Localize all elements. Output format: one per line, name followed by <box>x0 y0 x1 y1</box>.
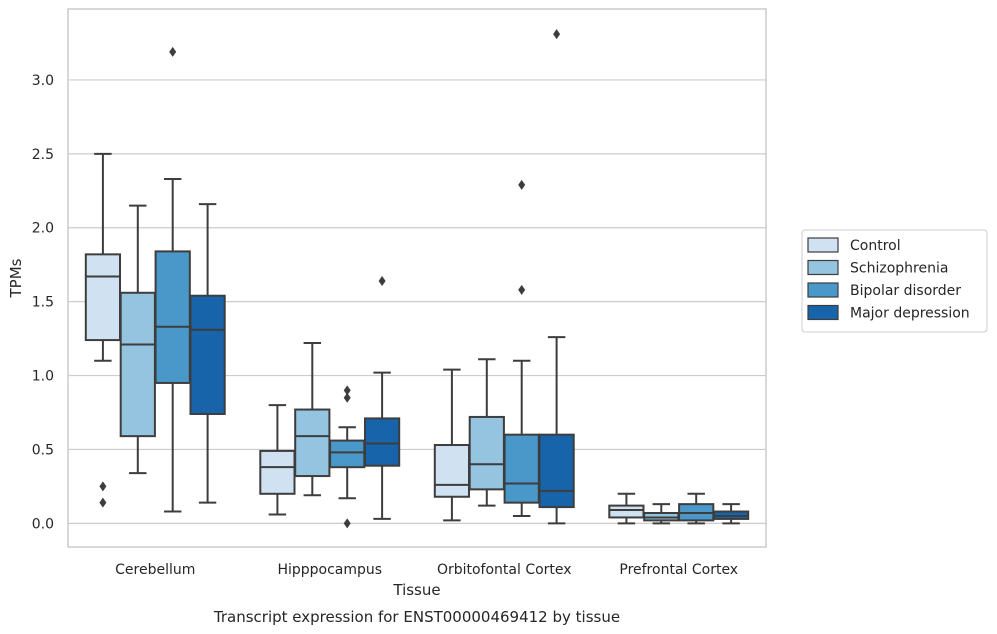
y-axis-label: TPMs <box>7 258 25 298</box>
legend-swatch <box>807 304 839 321</box>
x-tick-label: Hipppocampus <box>277 562 382 578</box>
x-tick-label: Cerebellum <box>115 562 195 578</box>
outlier-point <box>99 481 107 492</box>
x-axis-ticks: Cerebellum Hipppocampus Orbitofontal Corte… <box>115 562 738 578</box>
chart-title: Transcript expression for ENST0000046941… <box>213 608 620 626</box>
legend-label: Major depression <box>850 306 970 322</box>
outlier-point <box>378 275 386 286</box>
y-tick-label: 0.5 <box>32 442 54 458</box>
box-control <box>259 404 296 516</box>
box-bipolar-disorder <box>678 492 715 525</box>
y-tick-label: 3.0 <box>32 73 54 89</box>
outlier-point <box>518 284 526 295</box>
legend-label: Control <box>850 238 901 254</box>
legend-frame <box>801 229 988 333</box>
legend-label: Bipolar disorder <box>850 283 961 299</box>
outlier-point <box>343 385 351 396</box>
box-major-depression <box>363 275 401 520</box>
legend-label: Schizophrenia <box>850 261 948 277</box>
boxes <box>84 29 750 529</box>
box-iqr <box>329 439 366 469</box>
y-tick-label: 2.5 <box>32 147 54 163</box>
box-iqr <box>433 444 471 498</box>
box-iqr <box>294 408 331 478</box>
outlier-point <box>553 29 561 40</box>
box-schizophrenia <box>119 204 156 475</box>
outlier-point <box>99 497 107 508</box>
legend-swatch <box>807 237 839 253</box>
legend-swatch <box>807 282 839 298</box>
y-axis-ticks: 0.0 0.5 1.0 1.5 2.0 2.5 3.0 <box>32 73 54 532</box>
box-major-depression <box>189 203 226 504</box>
box-major-depression <box>712 503 750 525</box>
y-tick-label: 1.0 <box>32 369 54 385</box>
box-control <box>608 492 645 525</box>
box-iqr <box>259 449 296 495</box>
legend-swatch <box>807 259 839 276</box>
y-tick-label: 2.0 <box>32 221 54 237</box>
box-control <box>84 152 122 508</box>
box-iqr <box>84 253 122 342</box>
y-tick-label: 1.5 <box>32 295 54 311</box>
box-iqr <box>119 291 156 438</box>
box-iqr <box>503 433 540 504</box>
legend: Control Schizophrenia Bipolar disorder Majo… <box>801 229 988 333</box>
x-tick-label: Prefrontal Cortex <box>619 562 738 578</box>
x-tick-label: Orbitofontal Cortex <box>437 562 572 578</box>
box-iqr <box>363 417 401 467</box>
box-iqr <box>608 504 645 519</box>
box-iqr <box>189 294 226 415</box>
box-bipolar-disorder <box>503 179 540 517</box>
box-schizophrenia <box>643 503 680 525</box>
outlier-point <box>343 518 351 529</box>
y-tick-label: 0.0 <box>32 516 54 532</box>
plot-area-frame <box>67 8 767 548</box>
box-bipolar-disorder <box>154 46 191 513</box>
box-schizophrenia <box>294 342 331 497</box>
box-iqr <box>468 415 505 491</box>
box-major-depression <box>538 29 575 525</box>
x-axis-label: Tissue <box>392 581 440 599</box>
outlier-point <box>169 46 177 57</box>
box-iqr <box>154 250 191 384</box>
outlier-point <box>518 179 526 190</box>
outlier-point <box>343 392 351 403</box>
box-schizophrenia <box>468 358 505 507</box>
box-control <box>433 368 471 522</box>
box-bipolar-disorder <box>329 385 366 529</box>
box-iqr <box>538 433 575 509</box>
